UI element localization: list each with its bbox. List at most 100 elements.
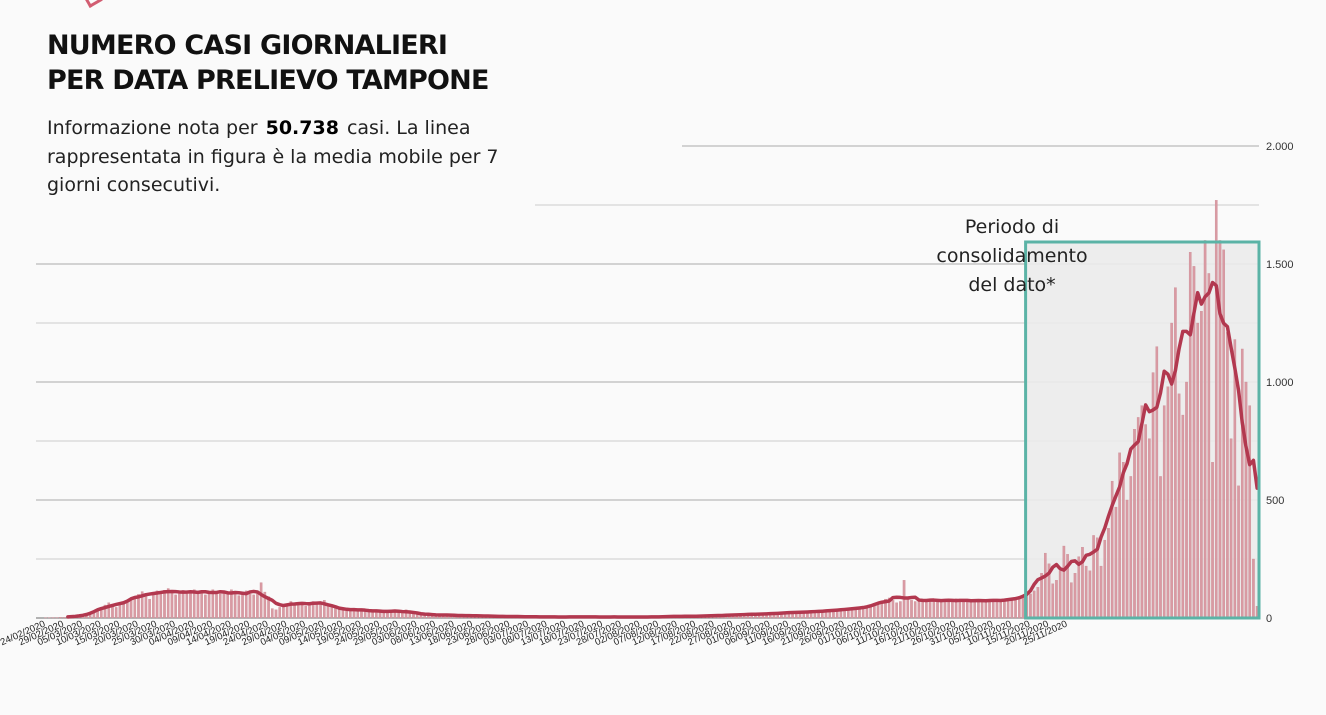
bar-day-5: [59, 617, 62, 619]
bar-day-312: [1200, 311, 1203, 619]
bar-day-29: [148, 598, 151, 619]
bar-day-42: [196, 591, 200, 619]
y-tick-label-0: 0: [1266, 613, 1272, 625]
bar-day-302: [1162, 405, 1166, 619]
bar-day-307: [1181, 414, 1185, 619]
bar-day-98: [404, 609, 408, 619]
bar-day-74: [315, 603, 319, 619]
bar-day-245: [951, 600, 954, 619]
bar-day-287: [1107, 528, 1110, 619]
bar-day-67: [289, 601, 293, 619]
bar-day-259: [1003, 600, 1006, 619]
bar-day-257: [995, 600, 999, 619]
bar-day-60: [263, 591, 267, 619]
bar-day-249: [965, 600, 969, 619]
bar-day-47: [215, 591, 218, 619]
bar-day-53: [237, 595, 241, 619]
bar-day-297: [1144, 424, 1147, 619]
bar-day-268: [1036, 587, 1040, 619]
bar-day-62: [270, 608, 274, 619]
y-tick-label-1500: 1.500: [1266, 259, 1294, 271]
bar-day-286: [1103, 539, 1107, 619]
bar-day-234: [910, 600, 913, 619]
bar-day-225: [876, 603, 880, 619]
bar-day-316: [1214, 200, 1218, 619]
bar-day-64: [278, 607, 282, 619]
bar-day-54: [241, 593, 244, 619]
bar-day-30: [152, 594, 155, 619]
consolidation-box-border: [1024, 240, 1261, 620]
bar-day-227: [884, 598, 887, 619]
bar-day-70: [300, 604, 304, 619]
bar-day-233: [906, 598, 910, 619]
bar-day-231: [899, 601, 902, 619]
bar-day-241: [936, 600, 939, 619]
bar-day-300: [1155, 346, 1159, 619]
bar-day-298: [1148, 438, 1151, 619]
bar-day-270: [1044, 552, 1047, 619]
subtitle-case-count: 50.738: [265, 117, 339, 139]
bar-day-59: [259, 582, 263, 619]
bar-day-303: [1166, 386, 1170, 619]
annotation-line-2: consolidamento: [936, 245, 1088, 267]
bar-day-264: [1021, 596, 1025, 619]
bar-day-246: [954, 598, 958, 619]
bar-day-49: [222, 592, 226, 619]
bar-day-283: [1092, 535, 1095, 619]
bar-day-21: [118, 604, 122, 619]
bar-day-326: [1252, 558, 1255, 619]
chart-title-line-1: NUMERO CASI GIORNALIERI: [47, 30, 448, 61]
annotation-line-1: Periodo di: [964, 216, 1060, 238]
bar-day-33: [163, 590, 166, 619]
bar-day-39: [185, 593, 189, 619]
bar-day-308: [1185, 381, 1188, 619]
bar-day-24: [129, 598, 133, 619]
bar-day-51: [230, 589, 233, 619]
bar-day-35: [170, 591, 174, 619]
bar-day-43: [200, 591, 203, 619]
bar-day-263: [1017, 597, 1021, 619]
bar-day-20: [114, 607, 118, 619]
consolidation-period-box: [1024, 240, 1261, 620]
annotation-line-3: del dato*: [968, 274, 1056, 296]
bar-day-244: [947, 601, 950, 619]
bar-day-240: [932, 601, 936, 619]
bar-day-295: [1136, 417, 1140, 619]
bar-day-224: [873, 606, 876, 619]
bar-day-34: [166, 588, 170, 619]
bar-day-23: [126, 601, 129, 619]
bar-day-248: [962, 601, 965, 619]
bar-day-57: [252, 594, 255, 619]
bar-day-306: [1177, 393, 1181, 619]
bar-day-322: [1237, 485, 1240, 619]
bar-day-222: [865, 607, 869, 619]
bar-day-305: [1174, 287, 1177, 619]
bar-day-282: [1088, 570, 1092, 619]
bar-day-73: [311, 601, 315, 619]
bar-day-230: [895, 602, 898, 619]
bar-day-56: [248, 593, 252, 619]
bar-day-58: [256, 592, 259, 619]
bar-day-37: [178, 592, 181, 619]
bar-day-253: [980, 600, 984, 619]
bar-day-324: [1244, 381, 1248, 619]
bar-day-69: [296, 603, 300, 619]
bar-day-323: [1240, 348, 1244, 619]
bar-day-236: [917, 600, 921, 619]
bar-day-304: [1170, 322, 1173, 619]
bar-day-315: [1211, 462, 1214, 619]
bar-day-19: [111, 606, 114, 619]
bar-day-314: [1207, 273, 1211, 619]
bar-day-256: [991, 601, 995, 619]
bar-day-71: [304, 606, 308, 619]
bar-day-27: [140, 591, 144, 619]
moving-average-series: [66, 280, 1259, 619]
x-axis-tick-labels: 24/02/202029/02/202005/03/202010/03/2020…: [0, 619, 1069, 649]
bar-day-266: [1029, 593, 1032, 619]
bar-day-275: [1062, 545, 1066, 619]
bar-day-277: [1070, 582, 1073, 619]
bar-day-22: [122, 603, 125, 619]
bar-day-223: [869, 606, 872, 619]
moving-average-line: [66, 280, 1259, 619]
